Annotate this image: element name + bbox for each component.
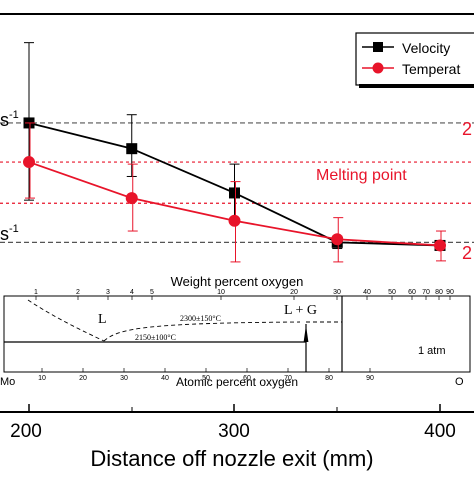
temperature-point [228,214,241,227]
bottom-tick-80: 80 [325,375,333,382]
top-tick-2: 2 [76,289,80,296]
element-O-label: O [455,376,464,388]
top-tick-10: 10 [217,289,225,296]
bottom-tick-30: 30 [120,375,128,382]
x-tick-label-300: 300 [218,421,250,442]
top-tick-40: 40 [363,289,371,296]
top-tick-20: 20 [290,289,298,296]
atomic-percent-title: Atomic percent oxygen [176,375,298,389]
phase-diagram-inset: Weight percent oxygen 1 2 3 4 5 10 20 30… [0,274,474,401]
top-tick-30: 30 [333,289,341,296]
temperature-point [434,239,446,252]
left-unit-upper: s-1 [0,109,19,130]
top-tick-70: 70 [422,289,430,296]
bottom-tick-60: 60 [243,375,251,382]
pressure-label: 1 atm [418,345,446,357]
element-Mo-label: Mo [0,376,15,388]
weight-percent-title: Weight percent oxygen [171,274,304,289]
top-tick-5: 5 [150,289,154,296]
x-tick-label-200: 200 [10,421,42,442]
temp-2150-label: 2150±100°C [135,333,176,342]
bottom-tick-40: 40 [161,375,169,382]
top-tick-4: 4 [130,289,134,296]
legend-temperature-marker [372,62,384,74]
bottom-tick-20: 20 [79,375,87,382]
legend-velocity-marker [373,42,383,52]
temperature-point [23,156,35,169]
velocity-point [126,143,138,155]
legend-temperature-label: Temperat [402,61,460,77]
x-tick-label-400: 400 [424,421,456,442]
right-label-lower: 2 [462,243,472,263]
x-axis-title: Distance off nozzle exit (mm) [90,446,373,471]
liquidus-left [27,299,105,342]
bottom-tick-50: 50 [202,375,210,382]
top-tick-50: 50 [388,289,396,296]
temperature-point [125,192,138,205]
plot-frame [0,13,474,413]
velocity-point [229,187,240,199]
top-tick-3: 3 [106,289,110,296]
right-label-upper: 2 [462,119,472,139]
top-tick-80: 80 [435,289,443,296]
legend-velocity-label: Velocity [402,40,450,56]
bottom-tick-70: 70 [284,375,292,382]
bottom-tick-10: 10 [38,375,46,382]
left-unit-lower: s-1 [0,223,19,244]
bottom-tick-90: 90 [366,375,374,382]
series-temperature [23,122,446,263]
top-tick-90: 90 [446,289,454,296]
top-tick-1: 1 [34,289,38,296]
temp-2300-label: 2300±150°C [180,314,221,323]
region-L-label: L [98,312,107,327]
region-LG-label: L + G [284,303,317,318]
liquidus-right [103,321,301,342]
temperature-point [331,233,344,246]
series-layer [23,42,446,263]
top-tick-60: 60 [408,289,416,296]
legend: Velocity Temperat [355,32,474,88]
melting-point-label: Melting point [316,167,407,184]
